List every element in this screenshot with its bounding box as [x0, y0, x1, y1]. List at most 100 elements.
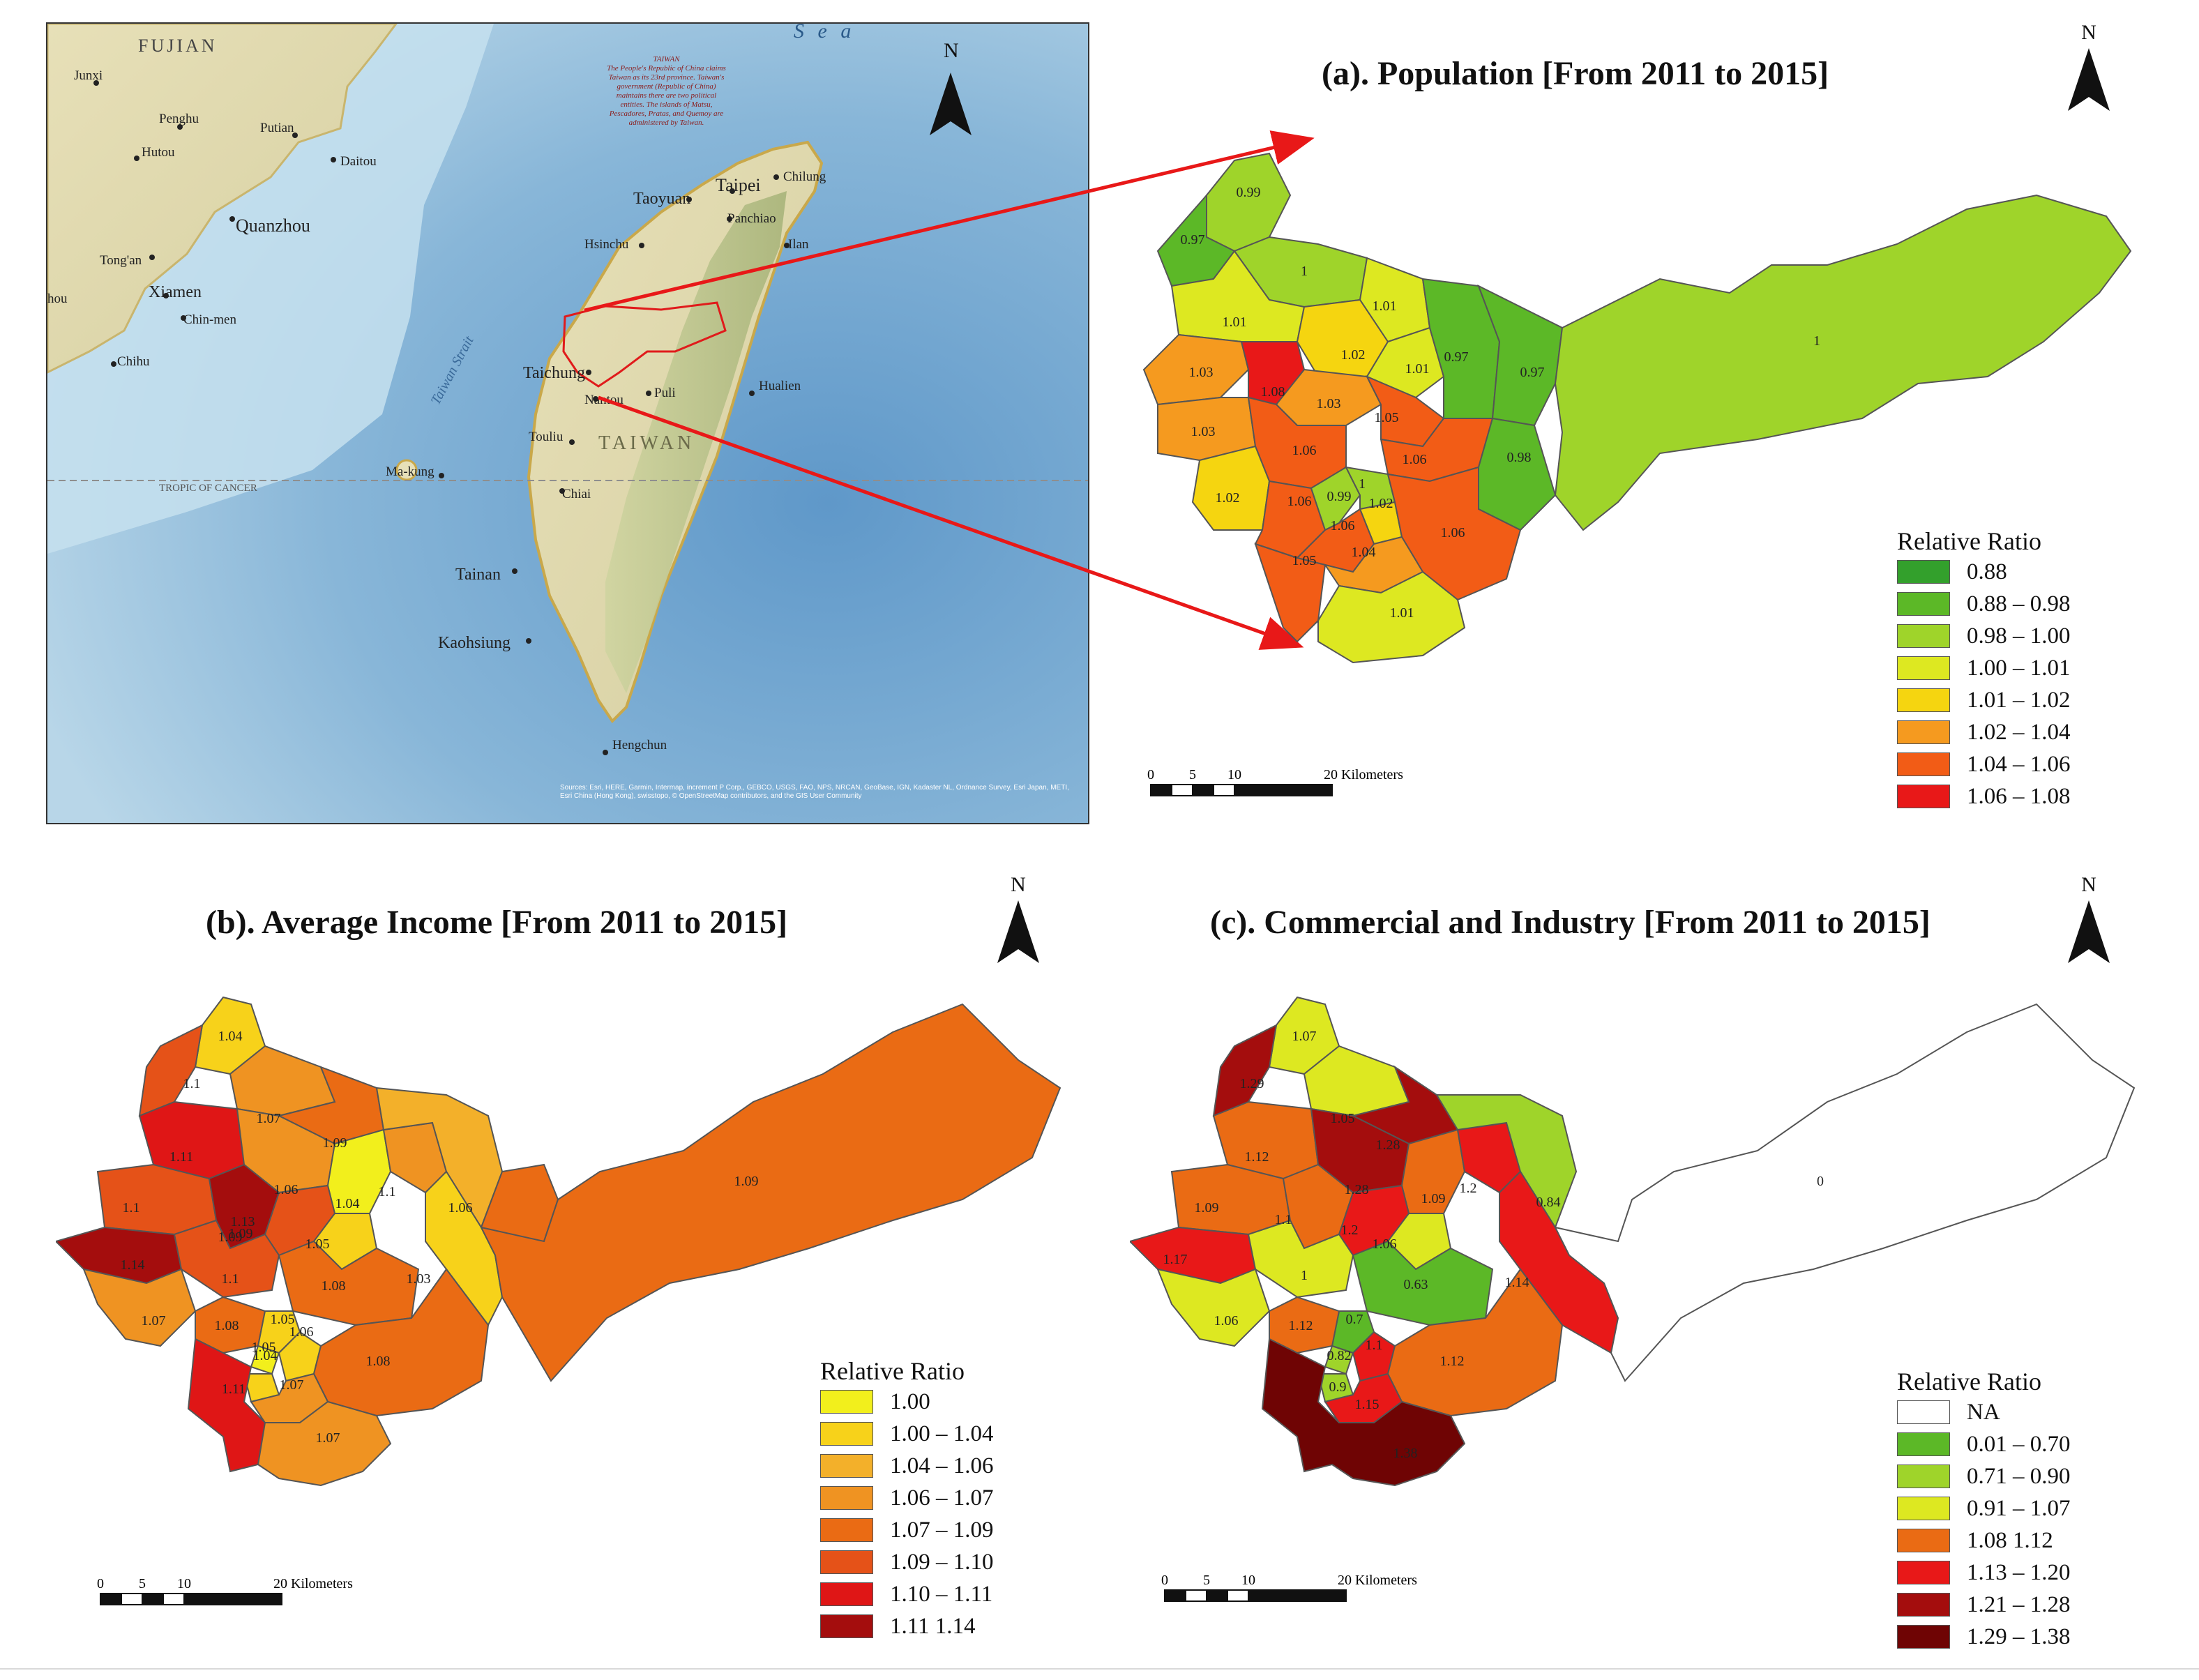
district-value: 1.05: [271, 1312, 295, 1327]
district-region: [1310, 466, 1361, 531]
city-label: Kaohsiung: [438, 634, 511, 652]
district-value: 1: [1359, 476, 1366, 492]
city-label: Ma-kung: [386, 464, 434, 479]
district-region: [1317, 570, 1466, 664]
legend-label: 0.98 – 1.00: [1967, 623, 2071, 649]
district-value: 0.63: [1404, 1277, 1428, 1292]
district-value: 1.08: [215, 1318, 239, 1333]
map-c-scale-bar: 0 5 10 20 Kilometers: [1158, 1569, 1465, 1614]
legend-item: 1.02 – 1.04: [1897, 716, 2071, 748]
district-region: [82, 1268, 197, 1347]
city-label: Xiamen: [149, 283, 202, 301]
district-value: 1.12: [1245, 1149, 1269, 1165]
legend-item: 1.06 – 1.07: [820, 1482, 994, 1514]
scale-tick-label: 10: [177, 1576, 191, 1591]
city-label: Chin-men: [183, 312, 236, 327]
legend-label: 1.29 – 1.38: [1967, 1624, 2071, 1649]
district-value: 0.82: [1327, 1348, 1352, 1363]
district-value: 1.09: [218, 1229, 243, 1245]
legend-swatch: [820, 1518, 873, 1542]
scale-segment: [142, 1593, 164, 1605]
district-value: 0.84: [1536, 1195, 1561, 1210]
legend-swatch: [1897, 1561, 1950, 1584]
scale-end-label: 20 Kilometers: [1324, 767, 1403, 782]
legend-label: 1.21 – 1.28: [1967, 1591, 2071, 1617]
scale-segment: [1171, 784, 1193, 796]
district-value: 0: [1817, 1174, 1824, 1189]
legend-item: 1.07 – 1.09: [820, 1514, 994, 1546]
district-value: 1.04: [335, 1196, 360, 1211]
district-value: 0.99: [1237, 185, 1261, 200]
legend-swatch: [820, 1390, 873, 1414]
district-region: [1130, 1226, 1257, 1285]
district-region: [1366, 326, 1445, 399]
district-value: 1.07: [257, 1111, 281, 1126]
district-value: 1.07: [142, 1313, 166, 1329]
map-a-legend: Relative Ratio 0.88 0.88 – 0.98 0.98 – 1.0…: [1897, 527, 2071, 812]
city-label: Panchiao: [727, 211, 776, 226]
legend-label: 0.91 – 1.07: [1967, 1495, 2071, 1521]
district-value: 1.08: [322, 1278, 346, 1294]
legend-item: 1.29 – 1.38: [1897, 1621, 2071, 1653]
legend-item: NA: [1897, 1396, 2071, 1428]
scale-segment: [183, 1593, 282, 1605]
district-value: 1.09: [323, 1135, 347, 1151]
district-region: [1554, 194, 2132, 531]
district-value: 1.28: [1345, 1182, 1369, 1197]
city-label: Taichung: [523, 364, 585, 382]
scale-segment: [1192, 784, 1214, 796]
district-value: 1.03: [1317, 396, 1341, 411]
map-attribution: Sources: Esri, HERE, Garmin, Intermap, i…: [560, 784, 1069, 800]
north-label: N: [2081, 21, 2096, 44]
district-value: 1.38: [1393, 1446, 1418, 1461]
district-value: 0.97: [1444, 349, 1469, 365]
district-value: 1.09: [734, 1174, 759, 1189]
map-b-north-arrow: N: [994, 873, 1043, 970]
north-arrow-icon: [2068, 48, 2110, 111]
legend-item: 1.01 – 1.02: [1897, 684, 2071, 716]
district-region: [1212, 1024, 1278, 1117]
district-value: 1.11: [169, 1149, 193, 1165]
overview-map-graphic: Junxi Penghu Hutou Putian Daitou Quanzho…: [47, 24, 1088, 823]
district-region: [1352, 1240, 1494, 1326]
legend-title: Relative Ratio: [820, 1357, 965, 1385]
legend-item: 1.00: [820, 1386, 994, 1418]
district-value: 1.06: [274, 1182, 299, 1197]
district-region: [278, 1240, 420, 1326]
legend-label: 1.04 – 1.06: [890, 1453, 994, 1478]
legend-items: 0.88 0.88 – 0.98 0.98 – 1.00 1.00 – 1.01 1.0…: [1897, 556, 2071, 812]
district-value: 1.02: [1216, 490, 1240, 506]
city-label: hou: [47, 292, 68, 306]
province-label: FUJIAN: [138, 36, 218, 56]
district-value: 1.12: [1440, 1354, 1465, 1369]
city-label: Putian: [260, 121, 294, 135]
map-c-legend: Relative Ratio NA 0.01 – 0.70 0.71 – 0.90 0…: [1897, 1367, 2071, 1653]
city-label: Penghu: [159, 112, 199, 126]
district-value: 1: [1301, 264, 1308, 279]
legend-label: 1.10 – 1.11: [890, 1581, 993, 1607]
district-value: 1.06: [1331, 518, 1355, 533]
city-label: Quanzhou: [236, 215, 310, 236]
map-a-scale-bar: 0 5 10 20 Kilometers: [1144, 764, 1451, 809]
map-b-choropleth: 1.04 1.1 1.07 1.09 1.11 1.06 1.04 1.1 1.…: [56, 996, 1061, 1487]
district-value: 1.1: [379, 1184, 396, 1200]
legend-swatch: [1897, 592, 1950, 616]
scale-bar-graphic: 0 5 10 20 Kilometers: [1147, 767, 1403, 796]
district-region: [1254, 543, 1327, 643]
district-value: 1.01: [1373, 298, 1397, 314]
district-region: [1156, 1268, 1271, 1347]
map-a-choropleth: 0.99 0.97 1 1.01 1.01 1.02 1.01 0.97 0.9…: [1142, 152, 2132, 664]
map-a-title: (a). Population [From 2011 to 2015]: [1322, 55, 1829, 92]
scale-segment: [163, 1593, 185, 1605]
district-value: 1.06: [1403, 452, 1427, 467]
district-value: 1.05: [305, 1236, 330, 1252]
legend-items: NA 0.01 – 0.70 0.71 – 0.90 0.91 – 1.07 1.08 …: [1897, 1396, 2071, 1653]
district-value: 1.01: [1405, 361, 1430, 377]
legend-label: 1.01 – 1.02: [1967, 687, 2071, 713]
legend-swatch: [1897, 1497, 1950, 1520]
district-value: 1.04: [218, 1029, 243, 1044]
district-value: 1.03: [1189, 365, 1214, 380]
scale-bar-graphic: 0 5 10 20 Kilometers: [97, 1576, 353, 1605]
district-value: 1.08: [1261, 384, 1285, 400]
scale-segment: [1213, 784, 1235, 796]
